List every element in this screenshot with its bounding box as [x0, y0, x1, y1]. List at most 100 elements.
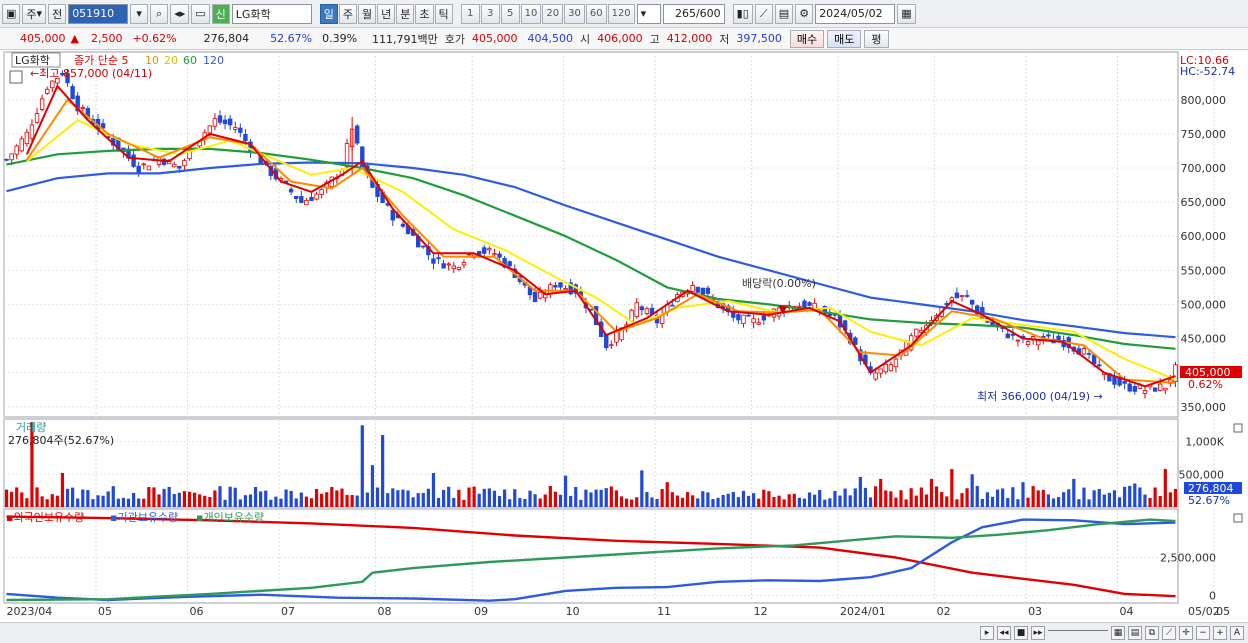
draw-line-icon[interactable]: ⟋	[1162, 626, 1176, 640]
average-button[interactable]: 평	[864, 29, 889, 48]
minute-preset-5[interactable]: 5	[500, 3, 520, 24]
compare-icon[interactable]: ⧉	[1145, 626, 1159, 640]
buy-button[interactable]: 매수	[789, 29, 825, 48]
stock-chart[interactable]: 350,000400,000450,000500,000550,000600,0…	[0, 50, 1248, 622]
crosshair-icon[interactable]: ✛	[1179, 626, 1193, 640]
settings-icon[interactable]: ⚙	[795, 3, 814, 24]
zoom-out-icon[interactable]: −	[1196, 626, 1210, 640]
zoom-slider[interactable]	[1048, 630, 1108, 636]
volume-bar	[203, 495, 207, 507]
period-tab-6[interactable]: 틱	[434, 3, 453, 24]
candle-up	[883, 363, 888, 373]
volume-bar	[746, 495, 751, 507]
volume-bar	[503, 489, 507, 507]
volume-bar	[863, 487, 868, 507]
candle-down	[1132, 385, 1138, 392]
volume-bar	[20, 492, 24, 507]
volume-bar	[1036, 490, 1040, 507]
candle-up	[1142, 390, 1148, 394]
period-tab-1[interactable]: 주	[338, 3, 358, 24]
period-selector[interactable]: 주 ▾	[22, 3, 47, 24]
date-field[interactable]: 2024/05/02	[815, 3, 896, 24]
volume-bar	[238, 499, 242, 507]
layout-icon[interactable]: ▤	[1128, 626, 1142, 640]
low-label: 저	[719, 32, 730, 46]
volume-bar	[680, 497, 685, 507]
candle-down	[288, 188, 294, 193]
high-price: 412,000	[666, 32, 713, 45]
rewind-icon[interactable]: ◂◂	[997, 626, 1011, 640]
stock-name-field[interactable]: LG화학	[231, 3, 312, 24]
candle-up	[537, 291, 543, 299]
code-type-button[interactable]: 전	[48, 3, 67, 24]
volume-bar	[960, 493, 964, 507]
volume-value: 276,804	[203, 32, 250, 45]
count-field[interactable]: 265/600	[662, 3, 725, 24]
grid-view-icon[interactable]: ▦	[1111, 626, 1125, 640]
minute-preset-10[interactable]: 10	[520, 3, 542, 24]
sell-button[interactable]: 매도	[827, 29, 862, 48]
calendar-icon[interactable]: ▦	[897, 3, 916, 24]
volume-bar	[386, 493, 390, 507]
chart-type-icon[interactable]: ▣	[2, 3, 21, 24]
candle-up	[563, 288, 568, 290]
volume-bar	[752, 493, 756, 507]
period-tab-3[interactable]: 년	[377, 3, 396, 24]
speaker-icon[interactable]: ◂▸	[170, 3, 190, 24]
ma10-line	[26, 98, 1176, 384]
x-tick-label: 03	[1028, 605, 1042, 618]
candle-style-icon[interactable]: ▮▯	[732, 3, 753, 24]
volume-bar	[121, 497, 126, 507]
candle-up	[609, 344, 614, 347]
minute-preset-30[interactable]: 30	[564, 3, 585, 24]
ask-price-2: 404,500	[527, 32, 574, 45]
candle-up	[451, 265, 456, 270]
volume-bar	[929, 478, 934, 507]
volume-bar	[1143, 494, 1147, 507]
forward-icon[interactable]: ▸▸	[1031, 626, 1045, 640]
candle-up	[634, 302, 639, 318]
period-tab-5[interactable]: 초	[415, 3, 434, 24]
minute-preset-60[interactable]: 60	[585, 3, 607, 24]
volume-bar	[401, 489, 405, 507]
volume-pane	[4, 422, 1178, 507]
scroll-right-icon[interactable]: ▸	[980, 626, 994, 640]
code-dropdown-icon[interactable]: ▾	[130, 3, 149, 24]
indicator-icon[interactable]: ⟋	[754, 3, 773, 24]
period-tab-4[interactable]: 분	[396, 3, 415, 24]
candle-up	[888, 364, 894, 372]
volume-bar	[60, 473, 65, 507]
list-toggle-icon[interactable]: ▭	[191, 3, 210, 24]
stop-icon[interactable]: ■	[1014, 626, 1028, 640]
period-tab-0[interactable]: 일	[319, 3, 338, 24]
volume-bar	[569, 495, 573, 507]
save-icon[interactable]: ▤	[774, 3, 794, 24]
zoom-in-icon[interactable]: +	[1213, 626, 1227, 640]
stock-code-input[interactable]: 051910	[68, 3, 129, 24]
font-size-icon[interactable]: A	[1230, 626, 1244, 640]
change-value: 2,500	[90, 32, 123, 45]
volume-bar	[823, 499, 827, 507]
minute-preset-120[interactable]: 120	[607, 3, 635, 24]
volume-bar	[660, 489, 664, 507]
minute-preset-20[interactable]: 20	[542, 3, 564, 24]
last-pct-label: 0.62%	[1188, 378, 1223, 391]
volume-bar	[182, 491, 187, 507]
candle-up	[344, 143, 350, 168]
minute-preset-3[interactable]: 3	[480, 3, 500, 24]
search-icon[interactable]: ⌕	[150, 3, 169, 24]
volume-bar	[818, 490, 822, 507]
candle-down	[670, 304, 675, 307]
candle-up	[34, 113, 40, 123]
volume-bar	[767, 491, 771, 507]
volume-bar	[914, 495, 918, 507]
volume-bar	[304, 496, 308, 507]
volume-bar	[594, 489, 598, 507]
candle-down	[136, 165, 141, 173]
volume-bar	[157, 494, 161, 507]
candle-up	[873, 372, 878, 380]
preset-dropdown[interactable]: ▾	[636, 3, 661, 24]
volume-bar	[482, 488, 486, 507]
minute-preset-1[interactable]: 1	[460, 3, 480, 24]
period-tab-2[interactable]: 월	[358, 3, 377, 24]
